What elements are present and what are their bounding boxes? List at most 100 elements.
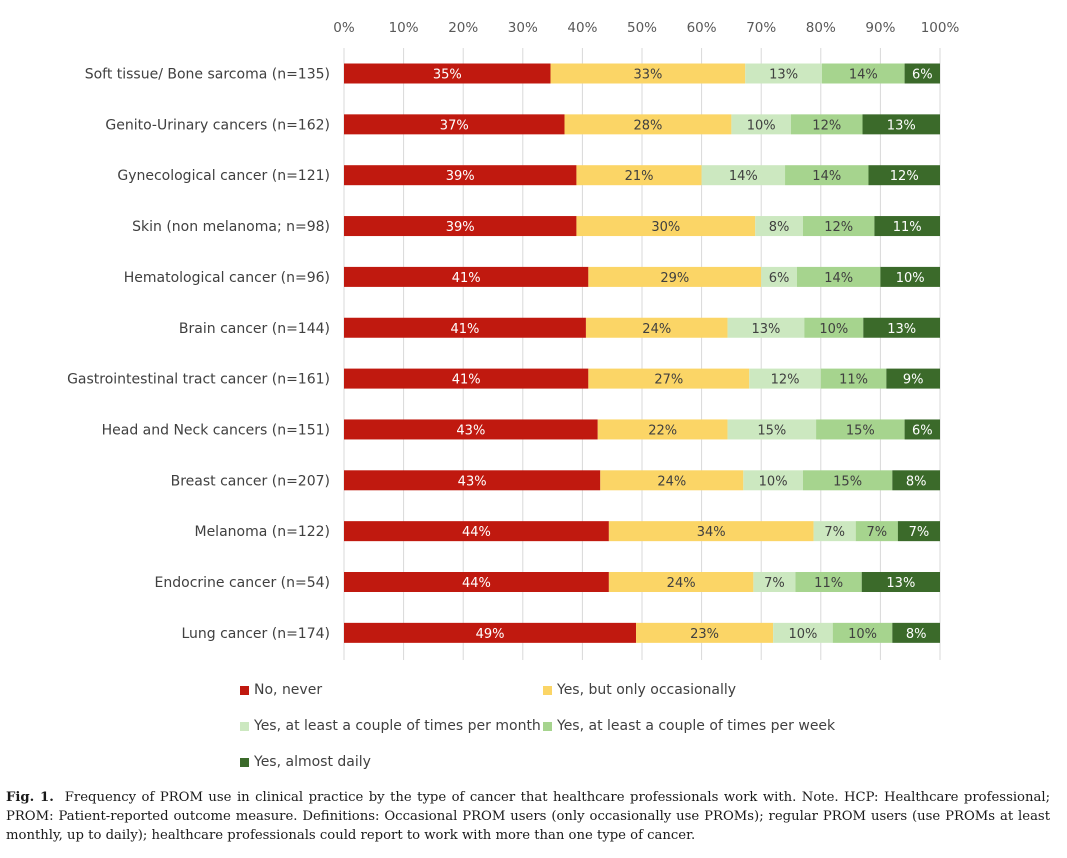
legend-item-occasionally: Yes, but only occasionally [543, 682, 736, 698]
data-label: 29% [660, 271, 689, 286]
legend-swatch [240, 721, 249, 731]
data-label: 11% [839, 373, 868, 388]
bar-segment [344, 317, 586, 338]
data-label: 14% [729, 169, 758, 184]
bar-segment [863, 317, 940, 338]
legend-label: Yes, at least a couple of times per week [557, 718, 836, 734]
x-tick-label: 30% [508, 20, 538, 36]
bar-segment [344, 114, 565, 135]
bar-segment [344, 216, 577, 237]
category-label: Soft tissue/ Bone sarcoma (n=135) [85, 67, 330, 83]
x-tick-label: 50% [627, 20, 657, 36]
bar-segment [597, 419, 728, 440]
bar-segment [904, 63, 940, 84]
data-label: 7% [866, 525, 887, 540]
data-label: 43% [458, 474, 487, 489]
bar-segment [344, 470, 601, 491]
data-label: 7% [824, 525, 845, 540]
bar-segment [344, 165, 577, 186]
bar-segment [874, 216, 940, 237]
bar-segment [795, 572, 862, 592]
legend-item-per-month: Yes, at least a couple of times per mont… [240, 718, 541, 734]
category-label: Skin (non melanoma; n=98) [132, 219, 330, 235]
bar-segment [761, 266, 797, 287]
bar-segment [813, 521, 856, 542]
bar-segment [892, 622, 940, 643]
data-label: 21% [625, 169, 654, 184]
data-label: 30% [651, 220, 680, 235]
x-tick-label: 0% [333, 20, 355, 36]
legend-item-per-week: Yes, at least a couple of times per week [543, 718, 835, 734]
data-label: 8% [769, 220, 790, 235]
legend-swatch [543, 721, 552, 731]
data-label: 10% [848, 627, 877, 642]
data-label: 10% [896, 271, 925, 286]
bar-segment [820, 368, 887, 389]
category-label: Head and Neck cancers (n=151) [102, 422, 330, 438]
data-label: 39% [446, 220, 475, 235]
x-axis-tick-labels: 0% 10% 20% 30% 40% 50% 60% 70% 80% 90% 100% [333, 20, 959, 36]
bar-segment [904, 419, 940, 440]
data-label: 39% [446, 169, 475, 184]
bar-segment [727, 419, 817, 440]
data-label: 13% [751, 322, 780, 337]
bar-segment [749, 368, 821, 389]
data-label: 13% [887, 118, 916, 133]
bar-segment [727, 317, 805, 338]
x-tick-label: 70% [746, 20, 776, 36]
bar-segment [816, 419, 905, 440]
data-label: 14% [824, 271, 853, 286]
data-label: 14% [812, 169, 841, 184]
bar-segment [731, 114, 791, 135]
data-label: 22% [648, 423, 677, 438]
bar-segment [344, 419, 598, 440]
stacked-bar-chart: 0% 10% 20% 30% 40% 50% 60% 70% 80% 90% 100% Soft t… [67, 20, 959, 660]
data-label: 12% [824, 220, 853, 235]
data-label: 35% [433, 68, 462, 83]
bar-segment [785, 165, 869, 186]
bar-segment [862, 114, 940, 135]
bar-segment [855, 521, 898, 542]
data-label: 6% [769, 271, 790, 286]
data-label: 7% [909, 525, 930, 540]
data-label: 12% [812, 118, 841, 133]
bar-segment [802, 470, 893, 491]
legend-swatch [240, 757, 249, 767]
bar-segment [576, 216, 756, 237]
data-label: 12% [771, 373, 800, 388]
bar-segment [753, 572, 796, 592]
bar-segment [868, 165, 940, 186]
category-labels: Soft tissue/ Bone sarcoma (n=135) Genito-… [67, 67, 330, 642]
bar-segment [588, 368, 750, 389]
segment-data-labels: 35% 33% 13% 14% 6% 37% 28% 10% 12% 13% 39% 21% 14% 14… [433, 68, 933, 642]
bar-segment [608, 572, 754, 592]
data-label: 37% [440, 118, 469, 133]
legend-swatch [240, 685, 249, 695]
bar-segment [588, 266, 762, 287]
legend-item-no-never: No, never [240, 682, 322, 698]
legend-label: Yes, at least a couple of times per mont… [254, 718, 541, 734]
data-label: 43% [456, 423, 485, 438]
bar-segment [564, 114, 732, 135]
bar-segment [344, 622, 637, 643]
bar-segment [701, 165, 786, 186]
x-tick-label: 100% [921, 20, 960, 36]
bar-segment [344, 63, 551, 84]
data-label: 7% [764, 576, 785, 591]
legend-label: Yes, but only occasionally [557, 682, 737, 698]
legend-label: Yes, almost daily [254, 754, 371, 770]
data-label: 44% [462, 525, 491, 540]
data-label: 10% [819, 322, 848, 337]
data-label: 14% [849, 68, 878, 83]
bar-segment [886, 368, 940, 389]
bar-segment [585, 317, 728, 338]
x-tick-label: 60% [687, 20, 717, 36]
x-tick-label: 40% [567, 20, 597, 36]
bar-segment [576, 165, 702, 186]
bar-segment [743, 470, 803, 491]
data-label: 10% [747, 118, 776, 133]
data-label: 11% [814, 576, 843, 591]
data-label: 6% [912, 423, 933, 438]
figure-caption: Fig. 1. Frequency of PROM use in clinica… [6, 788, 1050, 845]
bar-segments [344, 63, 940, 643]
